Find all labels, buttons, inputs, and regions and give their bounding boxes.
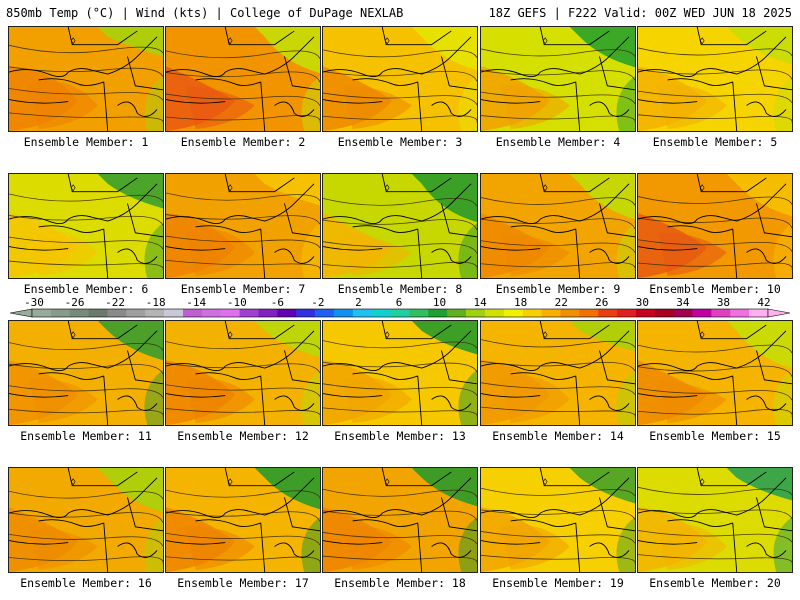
ensemble-member-map: [165, 467, 321, 573]
temperature-colorbar: [9, 308, 791, 318]
ensemble-member-map: [480, 26, 636, 132]
ensemble-member-label: Ensemble Member: 7: [180, 282, 306, 296]
valid-time: 18Z GEFS | F222 Valid: 00Z WED JUN 18 20…: [488, 6, 792, 20]
colorbar-tick-label: -26: [64, 296, 85, 309]
ensemble-member-label: Ensemble Member: 2: [180, 135, 306, 149]
ensemble-member-label: Ensemble Member: 14: [492, 429, 624, 443]
ensemble-member-label: Ensemble Member: 13: [334, 429, 466, 443]
ensemble-member-label: Ensemble Member: 11: [20, 429, 152, 443]
colorbar-tick-label: 42: [757, 296, 771, 309]
ensemble-member-map: [637, 26, 793, 132]
colorbar-tick-label: 2: [355, 296, 362, 309]
colorbar-tick-label: 14: [473, 296, 487, 309]
ensemble-member-map: [165, 26, 321, 132]
colorbar-tick-label: -10: [226, 296, 247, 309]
ensemble-member-map: [480, 320, 636, 426]
ensemble-member-map: [480, 467, 636, 573]
colorbar-tick-label: 38: [716, 296, 731, 309]
ensemble-member-label: Ensemble Member: 1: [23, 135, 149, 149]
ensemble-member-label: Ensemble Member: 12: [177, 429, 309, 443]
ensemble-member-label: Ensemble Member: 9: [495, 282, 621, 296]
colorbar-tick-label: -22: [105, 296, 126, 309]
ensemble-member-label: Ensemble Member: 8: [337, 282, 463, 296]
ensemble-member-label: Ensemble Member: 4: [495, 135, 621, 149]
page-title: 850mb Temp (°C) | Wind (kts) | College o…: [6, 6, 404, 20]
ensemble-member-map: [8, 173, 164, 279]
colorbar-tick-label: -2: [311, 296, 325, 309]
ensemble-member-map: [8, 26, 164, 132]
colorbar-tick-label: 26: [595, 296, 609, 309]
colorbar-tick-label: -30: [24, 296, 44, 309]
colorbar-tick-label: -6: [270, 296, 284, 309]
ensemble-member-map: [637, 467, 793, 573]
ensemble-member-label: Ensemble Member: 6: [23, 282, 149, 296]
ensemble-member-map: [8, 467, 164, 573]
ensemble-member-label: Ensemble Member: 18: [334, 576, 466, 590]
ensemble-member-map: [8, 320, 164, 426]
colorbar-tick-label: 34: [676, 296, 690, 309]
ensemble-member-label: Ensemble Member: 15: [649, 429, 781, 443]
ensemble-member-map: [322, 26, 478, 132]
ensemble-member-label: Ensemble Member: 19: [492, 576, 624, 590]
ensemble-member-label: Ensemble Member: 10: [649, 282, 781, 296]
ensemble-member-map: [322, 173, 478, 279]
ensemble-member-map: [165, 320, 321, 426]
colorbar-tick-label: 30: [635, 296, 649, 309]
ensemble-member-map: [165, 173, 321, 279]
ensemble-member-label: Ensemble Member: 3: [337, 135, 463, 149]
colorbar-tick-label: 18: [514, 296, 528, 309]
colorbar-tick-label: -14: [186, 296, 207, 309]
colorbar-tick-label: 22: [554, 296, 568, 309]
colorbar-tick-label: 10: [432, 296, 447, 309]
ensemble-member-map: [322, 320, 478, 426]
ensemble-member-map: [637, 320, 793, 426]
ensemble-member-label: Ensemble Member: 20: [649, 576, 781, 590]
ensemble-member-label: Ensemble Member: 5: [652, 135, 778, 149]
ensemble-member-map: [480, 173, 636, 279]
colorbar-tick-label: -18: [145, 296, 166, 309]
ensemble-member-map: [637, 173, 793, 279]
colorbar-tick-label: 6: [395, 296, 403, 309]
ensemble-member-map: [322, 467, 478, 573]
ensemble-member-label: Ensemble Member: 16: [20, 576, 152, 590]
ensemble-member-label: Ensemble Member: 17: [177, 576, 309, 590]
